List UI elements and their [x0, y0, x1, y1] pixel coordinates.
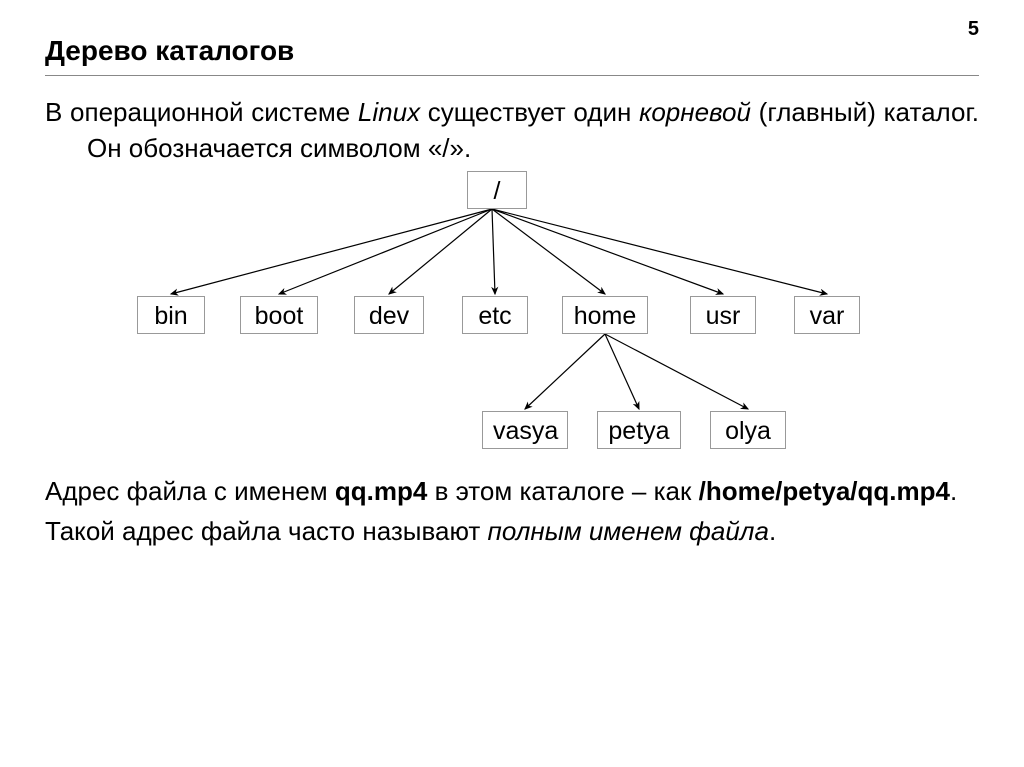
intro-root-word: корневой: [639, 97, 751, 127]
intro-pre: В операционной системе: [45, 97, 358, 127]
para3-post: .: [769, 516, 776, 546]
para3-pre: Такой адрес файла часто называют: [45, 516, 488, 546]
tree-edge: [492, 209, 605, 294]
tree-node-root: /: [467, 171, 527, 209]
fullname-paragraph: Такой адрес файла часто называют полным …: [45, 513, 979, 549]
tree-node-dev: dev: [354, 296, 424, 334]
page-number: 5: [968, 18, 979, 41]
tree-edge: [492, 209, 827, 294]
tree-node-olya: olya: [710, 411, 786, 449]
tree-edge: [605, 334, 748, 409]
tree-node-vasya: vasya: [482, 411, 568, 449]
para3-term: полным именем файла: [488, 516, 769, 546]
directory-tree-diagram: / binbootdevetchome usrvar vasya petya olya: [52, 171, 972, 461]
para2-fullpath: /home/petya/qq.mp4: [699, 476, 950, 506]
para2-post: .: [950, 476, 957, 506]
tree-edge: [525, 334, 605, 409]
path-paragraph: Адрес файла с именем qq.mp4 в этом катал…: [45, 473, 979, 509]
para2-pre: Адрес файла с именем: [45, 476, 335, 506]
tree-edge: [492, 209, 495, 294]
tree-node-petya: petya: [597, 411, 681, 449]
tree-edge: [389, 209, 492, 294]
tree-node-etc: etc: [462, 296, 528, 334]
intro-linux: Linux: [358, 97, 420, 127]
tree-edge: [605, 334, 639, 409]
intro-paragraph: В операционной системе Linux существует …: [45, 94, 979, 167]
tree-node-usr: usr: [690, 296, 756, 334]
tree-edge: [171, 209, 492, 294]
tree-edge: [492, 209, 723, 294]
para2-filename: qq.mp4: [335, 476, 427, 506]
tree-node-home: home: [562, 296, 648, 334]
title-divider: [45, 75, 979, 76]
tree-node-boot: boot: [240, 296, 318, 334]
tree-node-bin: bin: [137, 296, 205, 334]
tree-edge: [279, 209, 492, 294]
page-title: Дерево каталогов: [45, 35, 979, 67]
tree-node-var: var: [794, 296, 860, 334]
intro-mid: существует один: [420, 97, 639, 127]
para2-mid: в этом каталоге – как: [427, 476, 698, 506]
